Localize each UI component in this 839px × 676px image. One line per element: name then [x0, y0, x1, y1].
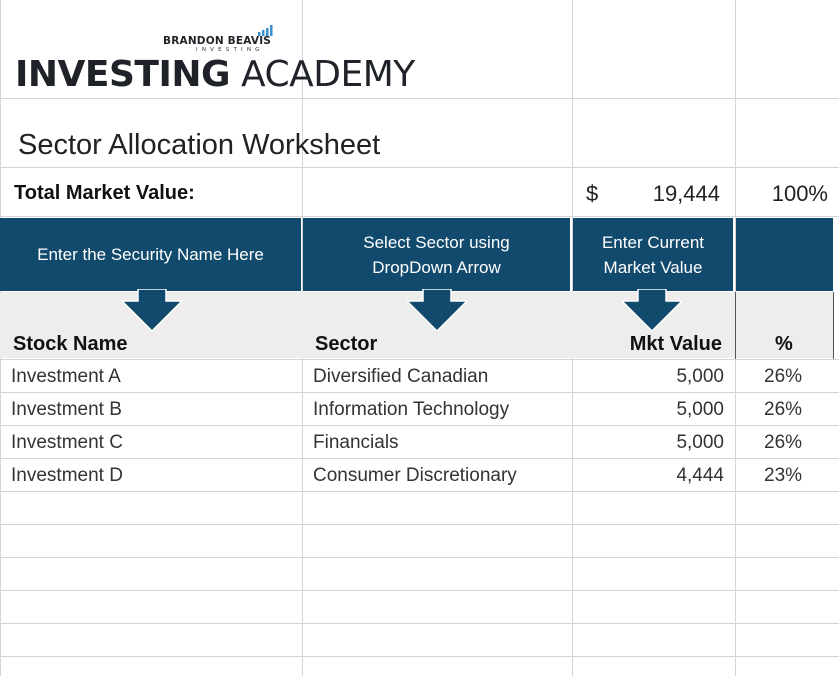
- total-percent[interactable]: 100%: [771, 181, 828, 206]
- brand-name-small: BRANDON BEAVIS: [163, 35, 272, 47]
- cell-percent[interactable]: 23%: [764, 465, 803, 486]
- header-mkt-value: Mkt Value: [629, 333, 722, 355]
- instruction-sector-line1: Select Sector using: [363, 232, 510, 252]
- instruction-value-line1: Enter Current: [601, 232, 705, 252]
- gridline: [0, 359, 839, 360]
- total-market-value[interactable]: 19,444: [652, 181, 720, 206]
- cell-mkt-value[interactable]: 5,000: [676, 399, 724, 420]
- page-title: Sector Allocation Worksheet: [18, 129, 381, 161]
- cell-stock-name[interactable]: Investment A: [11, 366, 121, 387]
- gridline: [0, 491, 839, 492]
- header-sector: Sector: [315, 333, 378, 355]
- gridline: [0, 167, 839, 168]
- gridline: [0, 557, 839, 558]
- brand-title: INVESTING ACADEMY: [15, 54, 415, 95]
- gridline: [0, 98, 839, 99]
- brand-title-bold: INVESTING: [15, 54, 231, 95]
- bars-logo-icon: [258, 25, 273, 36]
- brand-sub: INVESTING: [196, 47, 264, 53]
- instruction-market-value: Enter Current Market Value: [573, 218, 733, 291]
- header-divider: [735, 292, 736, 359]
- gridline: [0, 425, 839, 426]
- cell-percent[interactable]: 26%: [764, 432, 803, 453]
- gridline: [0, 656, 839, 657]
- arrow-down-icon: [622, 289, 682, 331]
- instruction-value-line2: Market Value: [603, 257, 703, 277]
- cell-percent[interactable]: 26%: [764, 399, 803, 420]
- instruction-security-name-text: Enter the Security Name Here: [37, 245, 264, 264]
- gridline: [0, 458, 839, 459]
- gridline: [0, 524, 839, 525]
- gridline: [0, 216, 839, 217]
- arrow-down-icon: [122, 289, 182, 331]
- cell-sector[interactable]: Financials: [313, 432, 399, 453]
- cell-mkt-value[interactable]: 4,444: [676, 465, 724, 486]
- instruction-security-name: Enter the Security Name Here: [0, 218, 301, 291]
- instruction-sector: Select Sector using DropDown Arrow: [303, 218, 570, 291]
- cell-mkt-value[interactable]: 5,000: [676, 432, 724, 453]
- gridline: [0, 623, 839, 624]
- cell-sector[interactable]: Information Technology: [313, 399, 510, 420]
- cell-sector[interactable]: Consumer Discretionary: [313, 465, 517, 486]
- cell-stock-name[interactable]: Investment D: [11, 465, 123, 486]
- gridline: [0, 392, 839, 393]
- cell-sector[interactable]: Diversified Canadian: [313, 366, 489, 387]
- brand-title-light: ACADEMY: [241, 54, 415, 95]
- total-market-value-label: Total Market Value:: [14, 182, 195, 204]
- instruction-sector-line2: DropDown Arrow: [372, 257, 501, 277]
- total-currency-symbol: $: [586, 181, 599, 206]
- arrow-down-icon: [407, 289, 467, 331]
- cell-mkt-value[interactable]: 5,000: [676, 366, 724, 387]
- cell-percent[interactable]: 26%: [764, 366, 803, 387]
- cell-stock-name[interactable]: Investment C: [11, 432, 123, 453]
- header-stock-name: Stock Name: [13, 333, 128, 355]
- header-divider: [833, 292, 834, 359]
- logo-area: [1, 0, 302, 98]
- header-percent: %: [775, 333, 793, 355]
- instruction-blank: [736, 218, 833, 291]
- cell-stock-name[interactable]: Investment B: [11, 399, 122, 420]
- gridline: [0, 590, 839, 591]
